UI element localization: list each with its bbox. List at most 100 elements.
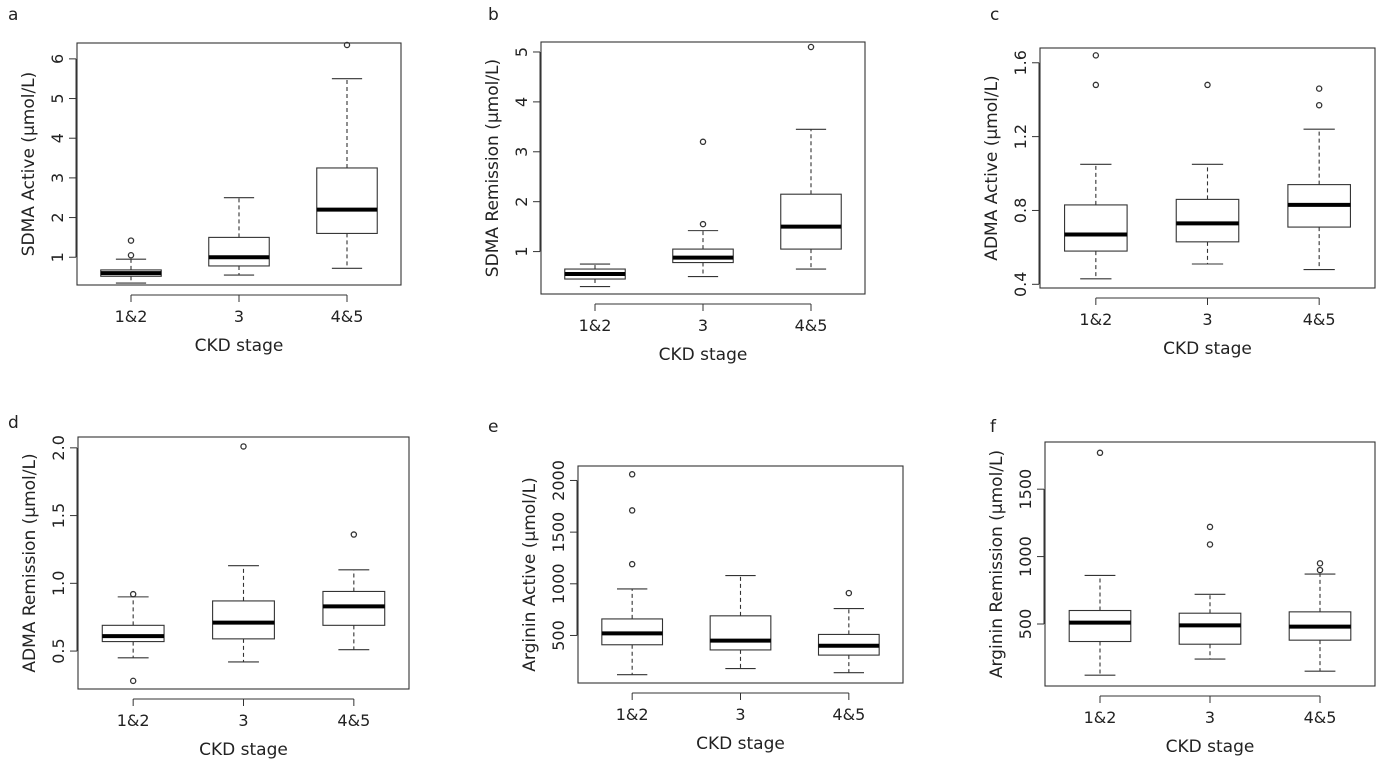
x-axis-title: CKD stage [659,345,748,365]
plot-frame [77,436,410,690]
outlier-point [1316,566,1324,574]
outlier-point [699,138,707,146]
x-tick-label: 4&5 [337,711,370,730]
box-3 [1175,81,1240,265]
y-tick-label: 1.2 [1011,124,1030,149]
box-3 [212,443,275,663]
box-1&2 [101,590,165,685]
panel-letter: e [488,417,498,437]
box-3 [709,574,772,670]
outlier-point [129,677,137,685]
box-1&2 [601,471,664,676]
x-tick-label: 1&2 [117,711,150,730]
box-1&2 [100,237,162,284]
plot-frame [540,41,866,295]
x-tick-label: 3 [238,711,248,730]
y-tick-label: 0.4 [1011,272,1030,297]
outlier-point [1096,449,1104,457]
box-4&5 [1287,85,1351,271]
panel-letter: c [990,5,999,25]
y-tick-label: 2 [48,212,67,222]
iqr-box [709,615,772,651]
outlier-point [127,237,135,244]
outlier-point [628,471,636,478]
box-1&2 [1064,52,1128,280]
y-axis-title: Arginin Remission (µmol/L) [987,450,1007,678]
y-axis-title: ADMA Active (µmol/L) [982,75,1002,260]
y-tick-label: 2 [512,197,531,207]
iqr-box [212,600,275,640]
y-axis-title: SDMA Remission (µmol/L) [483,59,503,277]
panel-e: e 500 1000 1500 2000 1&2 3 4&5 CKD stage Arginin … [488,417,904,754]
outlier-point [1315,85,1323,92]
y-tick-label: 4 [48,133,67,143]
x-tick-label: 4&5 [795,316,828,335]
plot-frame [577,465,904,684]
box-1&2 [1068,449,1132,676]
x-tick-label: 1&2 [1079,310,1112,329]
y-tick-label: 0.8 [1011,198,1030,223]
box-4&5 [1288,560,1352,672]
y-tick-label: 1000 [549,563,568,604]
outlier-point [1092,81,1100,89]
x-tick-label: 3 [698,316,708,335]
y-tick-label: 1 [512,246,531,256]
outlier-point [350,531,358,538]
y-tick-label: 500 [1016,609,1035,640]
y-tick-label: 2000 [549,460,568,501]
box-4&5 [780,43,842,270]
y-tick-label: 1500 [1016,469,1035,510]
x-axis-title: CKD stage [1163,339,1252,359]
iqr-box [1068,609,1132,643]
outlier-point [127,251,135,259]
y-tick-label: 1.6 [1011,50,1030,75]
box-3 [1178,523,1242,660]
panel-f: f 500 1000 1500 1&2 3 4&5 CKD stage Arginin Remi… [987,417,1376,757]
x-tick-label: 3 [1202,310,1212,329]
outlier-point [1315,101,1323,109]
y-axis-title: Arginin Active (µmol/L) [520,477,540,671]
x-tick-label: 1&2 [1084,708,1117,727]
outlier-point [1316,560,1324,567]
x-tick-label: 4&5 [1304,708,1337,727]
x-tick-label: 1&2 [115,307,148,326]
y-tick-label: 3 [48,173,67,183]
panel-letter: d [8,413,19,433]
y-tick-label: 1000 [1016,536,1035,577]
y-tick-label: 5 [48,93,67,103]
x-tick-label: 4&5 [832,705,865,724]
y-tick-label: 1.0 [49,571,68,596]
plot-frame [76,42,402,286]
iqr-box [1178,612,1242,645]
x-tick-label: 4&5 [1303,310,1336,329]
y-axis-title: ADMA Remission (µmol/L) [20,453,40,672]
x-axis-title: CKD stage [195,336,284,356]
panel-c: c 0.4 0.8 1.2 1.6 1&2 3 4&5 CKD stage ADMA Active… [982,5,1376,359]
plot-frame [1044,441,1376,687]
outlier-point [240,443,247,450]
iqr-box [1064,204,1128,252]
x-axis-title: CKD stage [199,740,288,760]
outlier-point [1092,52,1100,59]
box-4&5 [817,589,880,674]
box-3 [672,138,734,278]
panel-letter: f [990,417,997,437]
iqr-box [101,624,165,643]
outlier-point [1206,523,1214,531]
iqr-box [1175,198,1240,243]
x-axis-title: CKD stage [696,734,785,754]
panel-letter: b [488,5,499,25]
y-tick-label: 2.0 [49,435,68,460]
y-tick-label: 1 [48,252,67,262]
outlier-point [699,220,707,228]
y-tick-label: 3 [512,147,531,157]
box-3 [208,197,270,276]
x-tick-label: 4&5 [331,307,364,326]
outlier-point [628,507,636,514]
x-tick-label: 3 [1205,708,1215,727]
y-axis-title: SDMA Active (µmol/L) [19,72,39,257]
box-4&5 [316,41,378,269]
outlier-point [343,41,351,49]
outlier-point [628,560,636,568]
